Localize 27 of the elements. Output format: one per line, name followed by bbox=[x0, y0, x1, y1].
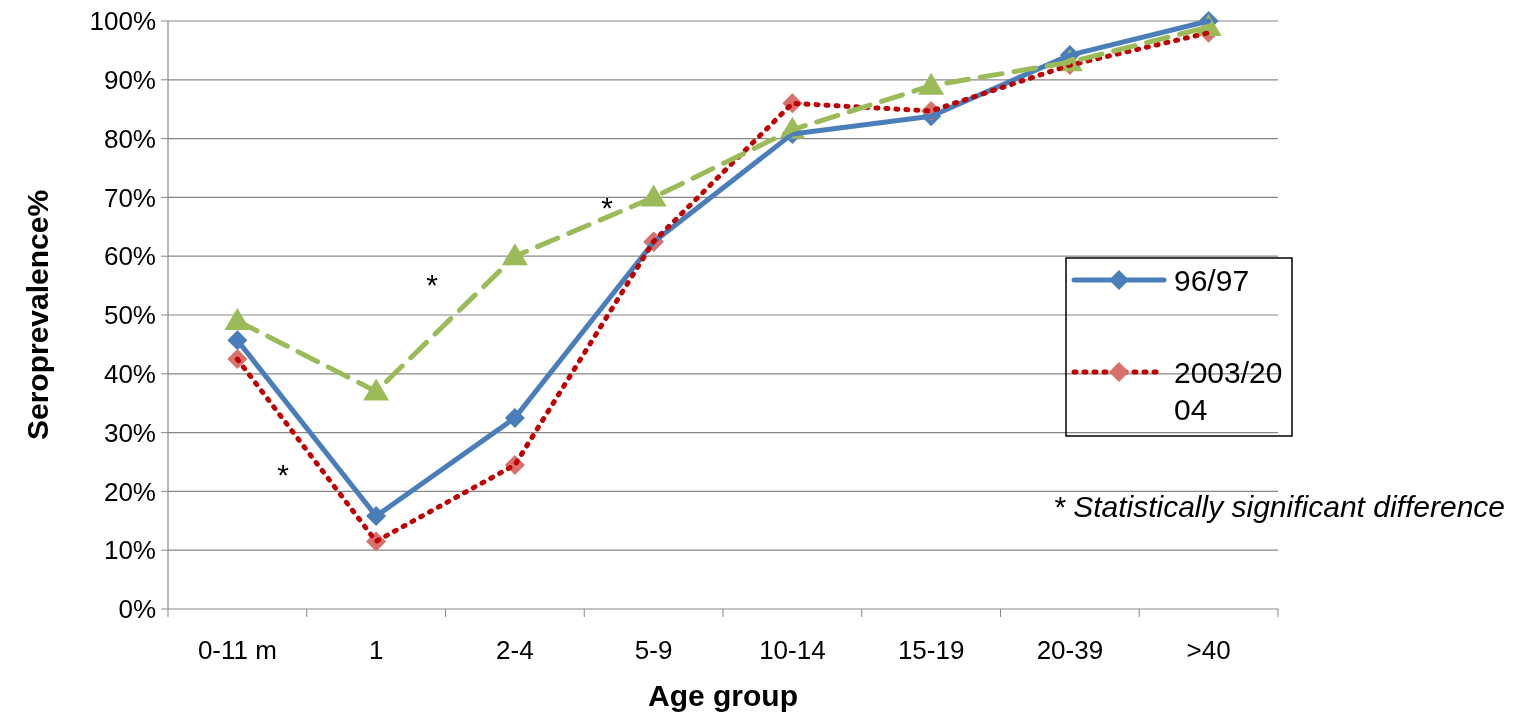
x-axis-title: Age group bbox=[648, 679, 798, 712]
y-tick-label: 30% bbox=[103, 417, 156, 448]
legend-label: 2003/2004 bbox=[1174, 355, 1283, 426]
annotation: * Statistically significant difference bbox=[1053, 490, 1505, 523]
y-tick-label: 80% bbox=[103, 123, 156, 154]
y-tick-label: 50% bbox=[103, 300, 156, 331]
x-tick-label: 15-19 bbox=[897, 635, 965, 665]
y-tick-label: 70% bbox=[103, 182, 156, 213]
x-tick-label: 20-39 bbox=[1036, 635, 1104, 665]
y-tick-label: 20% bbox=[103, 476, 156, 507]
y-axis-title: Seroprevalence% bbox=[21, 189, 54, 441]
annotation: * bbox=[426, 268, 439, 301]
y-tick-label: 40% bbox=[103, 358, 156, 389]
y-tick-label: 0% bbox=[118, 594, 156, 625]
x-tick-label: 0-11 m bbox=[197, 635, 277, 665]
annotation: * bbox=[277, 458, 290, 491]
x-tick-label: 10-14 bbox=[759, 635, 826, 665]
y-tick-label: 90% bbox=[103, 64, 156, 95]
x-tick-label: 5-9 bbox=[634, 635, 673, 665]
y-tick-label: 100% bbox=[89, 6, 156, 37]
x-tick-label: 2-4 bbox=[496, 635, 534, 665]
x-tick-label: >40 bbox=[1186, 635, 1231, 665]
y-tick-label: 10% bbox=[103, 535, 156, 566]
annotation: * bbox=[601, 191, 614, 224]
y-tick-label: 60% bbox=[103, 241, 156, 272]
x-tick-label: 1 bbox=[368, 635, 384, 665]
legend-label: 96/97 bbox=[1174, 263, 1250, 297]
